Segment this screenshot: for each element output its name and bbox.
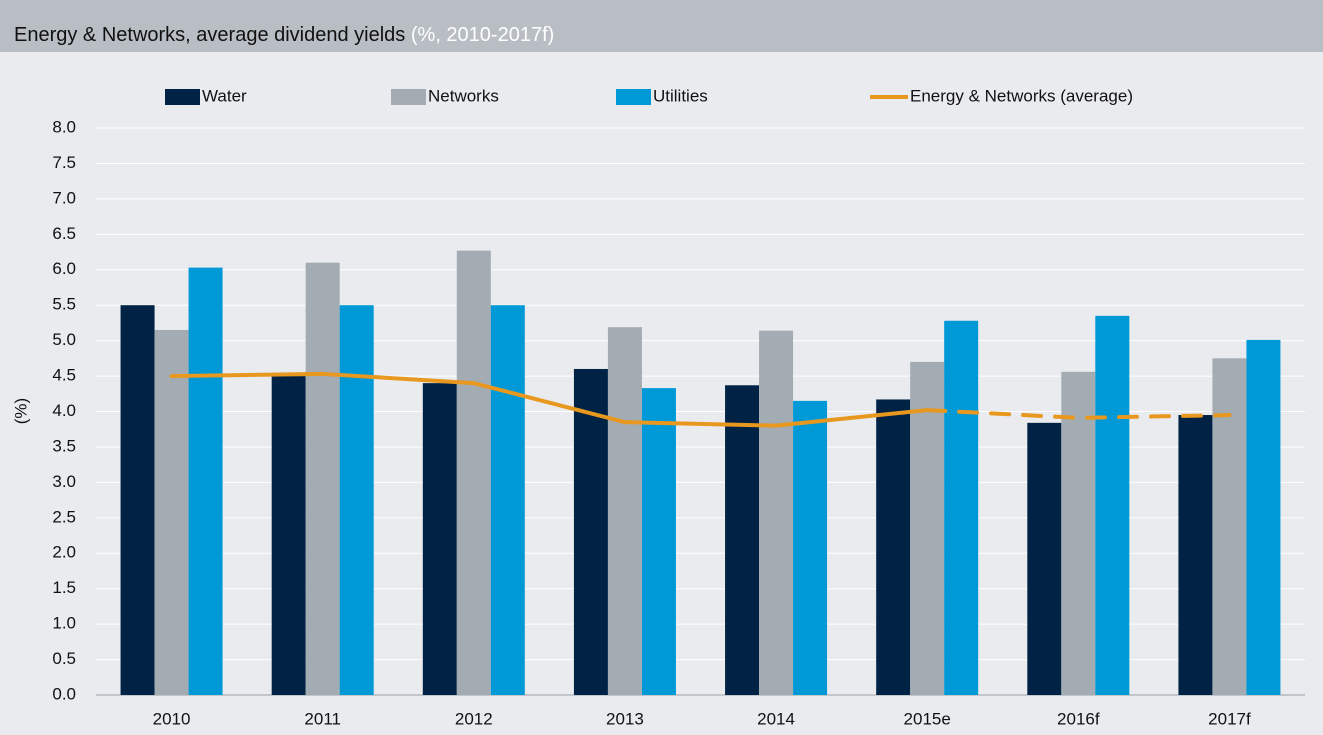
bar [1178,415,1213,695]
y-tick-label: 4.5 [52,366,76,385]
y-tick-label: 7.0 [52,188,76,207]
bar [641,388,676,695]
y-axis-label: (%) [11,398,30,424]
x-tick-label: 2016f [1057,709,1100,728]
bar [305,262,340,695]
y-tick-label: 2.0 [52,543,76,562]
bar [120,305,155,695]
title-main: Energy & Networks, average dividend yiel… [14,24,405,46]
bar [573,368,608,695]
bar [271,376,306,695]
bar [910,361,945,695]
y-tick-label: 0.0 [52,684,76,703]
legend-label: Energy & Networks (average) [910,86,1133,105]
y-tick-label: 2.5 [52,507,76,526]
y-tick-label: 8.0 [52,117,76,136]
legend-swatch [165,89,200,105]
x-tick-label: 2012 [455,709,493,728]
header-bar [0,0,1323,52]
bar [339,305,374,695]
y-tick-label: 5.0 [52,330,76,349]
bar [456,250,491,695]
subtitle: (%, 2010-2017f) [411,24,554,46]
bar [793,400,828,695]
bar [725,385,760,695]
legend-label: Water [202,86,247,105]
bar [759,330,794,695]
bar [1061,371,1096,695]
y-tick-label: 0.5 [52,649,76,668]
bar [1212,358,1247,695]
legend-label: Utilities [653,86,708,105]
bar [154,329,189,695]
y-tick-label: 1.5 [52,578,76,597]
y-tick-label: 5.5 [52,295,76,314]
legend-swatch [391,89,426,105]
y-tick-label: 6.0 [52,259,76,278]
x-tick-label: 2011 [304,709,341,728]
x-tick-label: 2013 [606,709,644,728]
bar [876,399,911,695]
bar [188,267,223,695]
x-tick-label: 2015e [904,709,951,728]
bar [1095,315,1130,695]
legend-label: Networks [428,86,499,105]
legend-swatch [616,89,651,105]
y-tick-label: 3.5 [52,436,76,455]
bar [422,383,457,695]
line-series-dashed [925,408,1232,420]
bar [607,327,642,695]
y-tick-label: 7.5 [52,153,76,172]
y-tick-label: 3.0 [52,472,76,491]
bar [490,305,525,695]
x-tick-label: 2017f [1208,709,1251,728]
y-tick-label: 4.0 [52,401,76,420]
x-tick-label: 2010 [153,709,191,728]
line-series [169,371,930,428]
y-tick-label: 6.5 [52,224,76,243]
bar [1246,339,1281,695]
chart-title: Energy & Networks, average dividend yiel… [14,24,554,46]
bar [1027,422,1062,695]
x-tick-label: 2014 [757,709,795,728]
bar [944,320,979,695]
y-tick-label: 1.0 [52,614,76,633]
